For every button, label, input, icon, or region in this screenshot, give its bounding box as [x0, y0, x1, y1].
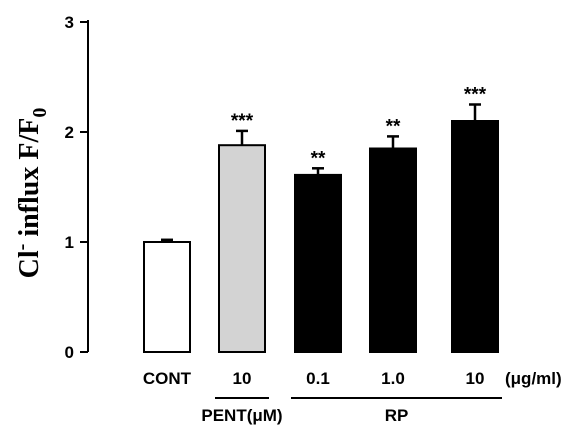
- bar: [369, 147, 417, 353]
- y-tick-label: 3: [65, 13, 74, 32]
- y-tick-label: 2: [65, 123, 74, 142]
- category-labels: CONT 10 0.1 1.0 10: [143, 369, 485, 388]
- error-bars: [161, 103, 481, 242]
- y-axis-label: Cl- influx F/F0: [11, 108, 51, 279]
- bar: [218, 144, 266, 353]
- bar: [294, 173, 342, 353]
- significance-label: ***: [464, 85, 487, 106]
- significance-label: **: [311, 148, 326, 169]
- significance-labels: **********: [231, 85, 487, 170]
- bars: [143, 120, 499, 353]
- significance-label: ***: [231, 111, 254, 132]
- category-label: 0.1: [306, 369, 330, 388]
- category-label: 1.0: [381, 369, 405, 388]
- bar: [143, 241, 191, 353]
- group-brackets: PENT(μM) RP: [201, 397, 502, 425]
- group-label: PENT(μM): [201, 406, 282, 425]
- y-tick-label: 1: [65, 233, 74, 252]
- y-tick-label: 0: [65, 343, 74, 362]
- unit-label: (μg/ml): [505, 369, 562, 388]
- y-ticks: 0 1 2 3: [65, 13, 88, 362]
- category-label: 10: [233, 369, 252, 388]
- category-label: 10: [466, 369, 485, 388]
- significance-label: **: [386, 116, 401, 137]
- bar: [451, 120, 499, 353]
- category-label: CONT: [143, 369, 192, 388]
- group-label: RP: [385, 406, 409, 425]
